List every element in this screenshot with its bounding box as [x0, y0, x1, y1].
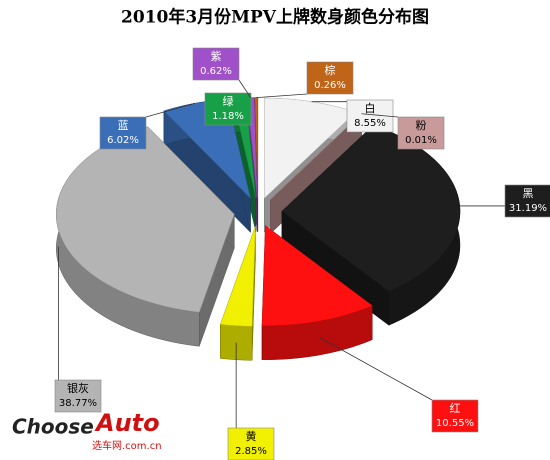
logo-main: Choose: [12, 415, 94, 439]
slice-top: [220, 226, 256, 327]
value-label: 8.55%: [354, 118, 386, 129]
value-label: 0.26%: [314, 80, 346, 91]
value-label: 10.55%: [436, 418, 474, 429]
chart-title: 2010年3月份MPV上牌数身颜色分布图: [121, 7, 429, 28]
slice-top: [261, 225, 373, 326]
label-box: [397, 116, 445, 150]
slice-top: [56, 126, 235, 313]
value-label: 1.18%: [212, 111, 244, 122]
slice: [261, 225, 373, 360]
category-label: 粉: [416, 119, 427, 132]
label-box: [306, 61, 354, 95]
value-label: 0.62%: [200, 66, 232, 77]
value-label: 0.01%: [405, 135, 437, 146]
category-label: 银灰: [67, 381, 89, 395]
label-box: [192, 47, 240, 81]
label-box: [504, 184, 550, 218]
label-box: [99, 116, 147, 150]
leader-line: [256, 93, 308, 99]
value-label: 6.02%: [107, 135, 139, 146]
slice-top: [254, 97, 259, 198]
slice: [220, 226, 256, 361]
leader-line: [145, 102, 195, 118]
label-box: [204, 92, 252, 126]
value-label: 2.85%: [235, 446, 267, 457]
slice: [56, 126, 235, 347]
leader-line: [238, 79, 252, 98]
slice-top: [264, 97, 356, 199]
logo-accent: Auto: [94, 409, 160, 437]
slice: [281, 124, 461, 326]
label-box: [227, 427, 275, 460]
label-box: [431, 399, 479, 433]
logo-sub: 选车网.com.cn: [92, 439, 162, 452]
category-label: 棕: [325, 63, 336, 77]
category-label: 紫: [211, 50, 222, 63]
label-box: [54, 379, 102, 413]
category-label: 红: [450, 402, 461, 415]
category-label: 绿: [223, 94, 234, 108]
value-label: 31.19%: [509, 203, 547, 214]
category-label: 黑: [523, 187, 534, 200]
category-label: 黄: [246, 429, 257, 443]
value-label: 38.77%: [59, 398, 97, 409]
leader-line: [319, 337, 433, 401]
leader-line: [361, 113, 399, 118]
category-label: 白: [365, 101, 376, 115]
logo: Choose Auto 选车网.com.cn: [12, 409, 162, 452]
category-label: 蓝: [118, 119, 129, 132]
